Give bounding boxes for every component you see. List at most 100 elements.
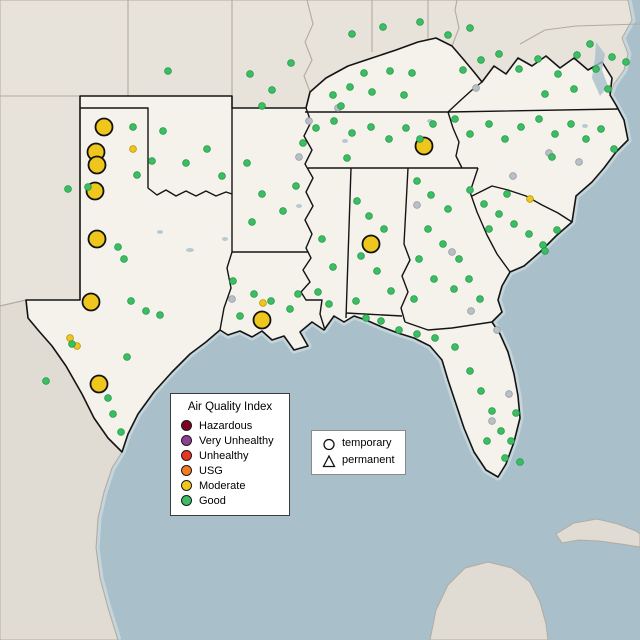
station-marker-good (318, 235, 326, 243)
station-marker-good (483, 437, 491, 445)
station-marker-good (68, 340, 76, 348)
station-marker-good (312, 124, 320, 132)
station-marker-good (488, 407, 496, 415)
station-marker-good (164, 67, 172, 75)
station-marker-good (597, 125, 605, 133)
station-marker-no_data (295, 153, 303, 161)
permanent-triangle-icon (322, 454, 336, 468)
station-marker-good (325, 300, 333, 308)
station-marker-no_data (472, 84, 480, 92)
station-marker-good (424, 225, 432, 233)
aqi-color-swatch (181, 450, 192, 461)
station-marker-good (386, 67, 394, 75)
station-marker-good (622, 58, 630, 66)
station-marker-moderate (526, 195, 534, 203)
station-marker-good (516, 458, 524, 466)
aqi-legend-label: Moderate (199, 479, 246, 492)
aqi-color-swatch (181, 495, 192, 506)
station-marker-good (510, 220, 518, 228)
station-marker-good (466, 186, 474, 194)
station-marker-good (465, 275, 473, 283)
station-marker-good (429, 120, 437, 128)
station-marker-good (408, 69, 416, 77)
markers-layer (42, 18, 630, 466)
station-marker-good (330, 117, 338, 125)
station-marker-good (258, 102, 266, 110)
aqi-legend-item: Very Unhealthy (171, 433, 289, 448)
station-marker-no_data (467, 307, 475, 315)
aqi-legend-item: USG (171, 463, 289, 478)
aqi-color-swatch (181, 435, 192, 446)
aqi-legend-label: Good (199, 494, 226, 507)
station-type-legend: temporary permanent (311, 430, 406, 475)
station-marker-good (517, 123, 525, 131)
station-marker-good (410, 295, 418, 303)
station-marker-good (608, 53, 616, 61)
aqi-legend-item: Moderate (171, 478, 289, 493)
station-marker-good (279, 207, 287, 215)
station-marker-good (120, 255, 128, 263)
station-marker-good (604, 85, 612, 93)
station-marker-large-moderate (89, 374, 109, 394)
station-marker-good (250, 290, 258, 298)
station-marker-good (466, 367, 474, 375)
station-marker-good (243, 159, 251, 167)
station-marker-good (515, 65, 523, 73)
station-marker-good (512, 409, 520, 417)
station-marker-large-moderate (81, 292, 101, 312)
station-marker-good (353, 197, 361, 205)
station-marker-good (362, 314, 370, 322)
station-marker-good (444, 205, 452, 213)
station-marker-good (329, 263, 337, 271)
station-marker-good (416, 135, 424, 143)
station-marker-good (123, 353, 131, 361)
station-marker-no_data (575, 158, 583, 166)
station-marker-good (548, 153, 556, 161)
station-marker-good (450, 285, 458, 293)
station-marker-good (610, 145, 618, 153)
station-marker-good (495, 50, 503, 58)
station-marker-good (501, 135, 509, 143)
station-marker-good (148, 157, 156, 165)
station-marker-good (373, 267, 381, 275)
station-marker-good (503, 190, 511, 198)
station-marker-good (455, 255, 463, 263)
station-marker-good (551, 130, 559, 138)
aqi-color-swatch (181, 420, 192, 431)
station-marker-no_data (488, 417, 496, 425)
station-marker-good (567, 120, 575, 128)
station-marker-good (114, 243, 122, 251)
station-marker-good (497, 427, 505, 435)
aqi-legend: Air Quality Index Hazardous Very Unhealth… (170, 393, 290, 516)
station-marker-no_data (228, 295, 236, 303)
station-marker-good (267, 297, 275, 305)
station-marker-good (413, 177, 421, 185)
aqi-legend-item: Unhealthy (171, 448, 289, 463)
station-marker-good (286, 305, 294, 313)
station-marker-good (431, 334, 439, 342)
station-marker-good (427, 191, 435, 199)
station-marker-good (573, 51, 581, 59)
station-marker-good (525, 230, 533, 238)
station-marker-good (203, 145, 211, 153)
aqi-legend-item: Good (171, 493, 289, 508)
station-marker-good (444, 31, 452, 39)
station-marker-good (570, 85, 578, 93)
station-marker-no_data (493, 326, 501, 334)
station-marker-good (287, 59, 295, 67)
station-marker-large-moderate (87, 155, 107, 175)
station-marker-good (258, 190, 266, 198)
station-marker-good (346, 83, 354, 91)
station-marker-good (352, 297, 360, 305)
aqi-legend-label: Unhealthy (199, 449, 249, 462)
station-marker-no_data (413, 201, 421, 209)
station-marker-good (387, 287, 395, 295)
station-marker-good (299, 139, 307, 147)
station-marker-good (329, 91, 337, 99)
station-marker-large-moderate (252, 310, 272, 330)
station-marker-good (541, 90, 549, 98)
station-type-item: temporary (322, 435, 395, 452)
station-marker-good (395, 326, 403, 334)
aqi-legend-items: Hazardous Very Unhealthy Unhealthy USG Moder… (171, 418, 289, 508)
